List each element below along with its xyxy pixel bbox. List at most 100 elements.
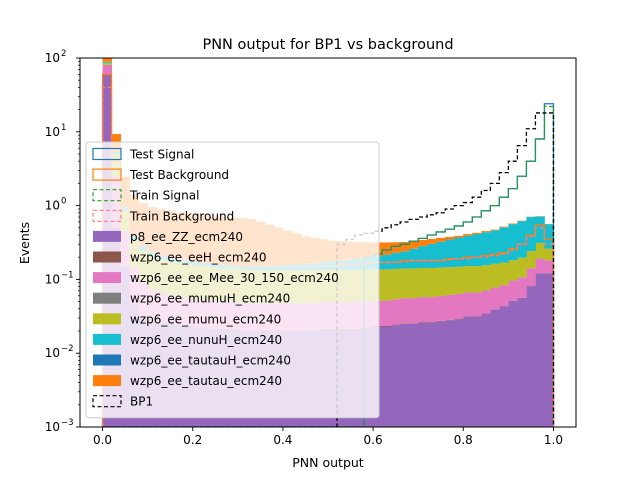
bar-wzp6_ee_nunuH_ecm240-bin-48 [535,217,544,243]
bar-wzp6_ee_mumu_ecm240-bin-0 [103,63,112,65]
x-axis-label: PNN output [292,455,364,470]
bar-wzp6_ee_ee_Mee_30_150_ecm240-bin-34 [409,298,418,323]
legend-label-Test Background: Test Background [129,168,229,182]
x-tick-label: 0.8 [454,433,473,447]
legend-label-BP1: BP1 [130,395,153,409]
bar-p8_ee_ZZ_ecm240-bin-33 [400,324,409,427]
bar-wzp6_ee_ee_Mee_30_150_ecm240-bin-36 [427,297,436,322]
bar-wzp6_ee_mumu_ecm240-bin-37 [436,268,445,296]
bar-wzp6_ee_mumu_ecm240-bin-49 [544,249,553,261]
legend-label-Train Background: Train Background [129,209,234,223]
bar-wzp6_ee_eeH_ecm240-bin-33 [400,323,409,324]
bar-wzp6_ee_mumu_ecm240-bin-33 [400,268,409,298]
y-tick-exponent: −3 [61,418,74,428]
bar-wzp6_ee_tautau_ecm240-bin-0 [103,58,112,61]
bar-wzp6_ee_ee_Mee_30_150_ecm240-bin-32 [391,300,400,325]
legend-swatch-wzp6_ee_tautau_ecm240 [93,375,121,386]
bar-p8_ee_ZZ_ecm240-bin-37 [436,321,445,427]
bar-wzp6_ee_tautau_ecm240-bin-32 [391,242,400,253]
bar-wzp6_ee_nunuH_ecm240-bin-42 [481,232,490,265]
bar-wzp6_ee_nunuH_ecm240-bin-44 [499,227,508,262]
y-tick-exponent: −2 [61,344,74,354]
bar-wzp6_ee_nunuH_ecm240-bin-40 [463,236,472,266]
y-tick-exponent: −1 [61,270,74,280]
y-tick-exponent: 1 [61,123,66,133]
bar-wzp6_ee_ee_Mee_30_150_ecm240-bin-35 [418,297,427,322]
legend-label-wzp6_ee_tautau_ecm240: wzp6_ee_tautau_ecm240 [130,374,282,388]
bar-wzp6_ee_mumu_ecm240-bin-35 [418,268,427,297]
bar-wzp6_ee_mumu_ecm240-bin-47 [526,251,535,268]
chart-title: PNN output for BP1 vs background [202,37,453,53]
bar-wzp6_ee_tautau_ecm240-bin-35 [418,240,427,246]
bar-wzp6_ee_mumu_ecm240-bin-43 [490,264,499,288]
y-tick-label: 10 [45,272,60,286]
bar-wzp6_ee_mumu_ecm240-bin-45 [508,260,517,280]
bar-wzp6_ee_tautau_ecm240-bin-39 [454,236,463,238]
bar-wzp6_ee_mumu_ecm240-bin-38 [445,267,454,295]
bar-p8_ee_ZZ_ecm240-bin-39 [454,319,463,427]
bar-wzp6_ee_eeH_ecm240-bin-34 [409,323,418,324]
bar-wzp6_ee_tautau_ecm240-bin-33 [400,242,409,251]
bar-wzp6_ee_tautau_ecm240-bin-41 [472,233,481,234]
bar-p8_ee_ZZ_ecm240-bin-41 [472,317,481,427]
bar-wzp6_ee_mumu_ecm240-bin-31 [382,269,391,300]
bar-p8_ee_ZZ_ecm240-bin-44 [499,306,508,427]
y-tick-label: 10 [45,199,60,213]
bar-p8_ee_ZZ_ecm240-bin-32 [391,325,400,427]
y-tick-label: 10 [45,346,60,360]
bar-wzp6_ee_ee_Mee_30_150_ecm240-bin-40 [463,293,472,317]
bar-wzp6_ee_mumu_ecm240-bin-40 [463,266,472,292]
x-tick-label: 0.6 [364,433,383,447]
bar-wzp6_ee_ee_Mee_30_150_ecm240-bin-47 [526,268,535,286]
bar-wzp6_ee_tautau_ecm240-bin-31 [382,242,391,254]
bar-p8_ee_ZZ_ecm240-bin-45 [508,301,517,427]
bar-wzp6_ee_ee_Mee_30_150_ecm240-bin-41 [472,293,481,317]
bar-wzp6_ee_nunuH_ecm240-bin-32 [391,253,400,269]
bar-wzp6_ee_nunuH_ecm240-bin-39 [454,238,463,267]
bar-wzp6_ee_ee_Mee_30_150_ecm240-bin-45 [508,281,517,301]
bar-p8_ee_ZZ_ecm240-bin-38 [445,320,454,427]
bar-wzp6_ee_tautau_ecm240-bin-36 [427,239,436,244]
x-tick-label: 0.0 [93,433,112,447]
x-tick-label: 0.2 [183,433,202,447]
bar-wzp6_ee_nunuH_ecm240-bin-49 [544,224,553,248]
bar-wzp6_ee_ee_Mee_30_150_ecm240-bin-46 [517,277,526,297]
legend-swatch-wzp6_ee_tautauH_ecm240 [93,355,121,366]
bar-wzp6_ee_tautau_ecm240-bin-44 [499,227,508,228]
bar-wzp6_ee_ee_Mee_30_150_ecm240-bin-49 [544,260,553,273]
legend-swatch-wzp6_ee_eeH_ecm240 [93,252,121,263]
bar-wzp6_ee_nunuH_ecm240-bin-46 [517,221,526,258]
bar-wzp6_ee_nunuH_ecm240-bin-33 [400,251,409,268]
bar-p8_ee_ZZ_ecm240-bin-46 [517,298,526,427]
bar-wzp6_ee_tautau_ecm240-bin-38 [445,237,454,240]
bar-wzp6_ee_ee_Mee_30_150_ecm240-bin-31 [382,301,391,326]
legend-label-Train Signal: Train Signal [129,189,199,203]
legend-label-Test Signal: Test Signal [129,148,194,162]
bar-p8_ee_ZZ_ecm240-bin-31 [382,327,391,427]
bar-wzp6_ee_tautau_ecm240-bin-43 [490,230,499,231]
bar-wzp6_ee_nunuH_ecm240-bin-47 [526,217,535,251]
bar-wzp6_ee_eeH_ecm240-bin-31 [382,326,391,327]
bar-wzp6_ee_nunuH_ecm240-bin-41 [472,234,481,266]
legend-swatch-wzp6_ee_ee_Mee_30_150_ecm240 [93,272,121,283]
bar-wzp6_ee_nunuH_ecm240-bin-36 [427,244,436,268]
bar-wzp6_ee_eeH_ecm240-bin-32 [391,325,400,326]
bar-wzp6_ee_ee_Mee_30_150_ecm240-bin-0 [103,65,112,74]
bar-wzp6_ee_mumu_ecm240-bin-48 [535,243,544,259]
bar-p8_ee_ZZ_ecm240-bin-47 [526,286,535,427]
y-tick-exponent: 2 [61,49,66,59]
bar-wzp6_ee_nunuH_ecm240-bin-38 [445,240,454,268]
bar-wzp6_ee_tautau_ecm240-bin-37 [436,238,445,242]
bar-wzp6_ee_ee_Mee_30_150_ecm240-bin-43 [490,288,499,310]
legend-swatch-wzp6_ee_mumuH_ecm240 [93,293,121,304]
bar-wzp6_ee_ee_Mee_30_150_ecm240-bin-39 [454,294,463,319]
bar-wzp6_ee_tautau_ecm240-bin-45 [508,224,517,225]
bar-wzp6_ee_nunuH_ecm240-bin-45 [508,224,517,260]
bar-p8_ee_ZZ_ecm240-bin-48 [535,273,544,427]
bar-wzp6_ee_nunuH_ecm240-bin-34 [409,249,418,269]
bar-wzp6_ee_ee_Mee_30_150_ecm240-bin-38 [445,295,454,320]
bar-wzp6_ee_mumu_ecm240-bin-32 [391,269,400,299]
bar-wzp6_ee_mumu_ecm240-bin-41 [472,266,481,292]
